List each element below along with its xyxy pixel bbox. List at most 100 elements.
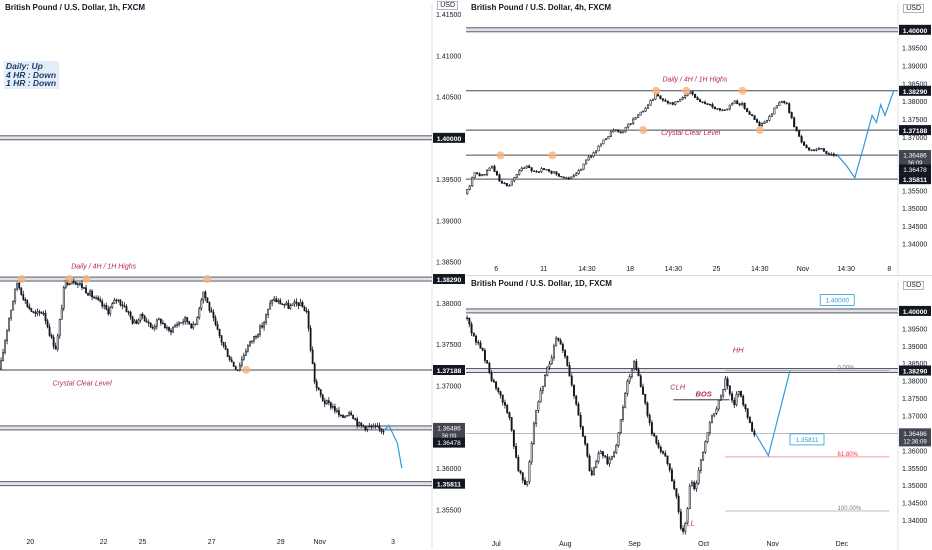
candle-body [240, 358, 243, 366]
candle-body [679, 98, 682, 102]
candle-body [265, 314, 268, 323]
candle-body [161, 322, 164, 325]
candle-body [510, 180, 513, 186]
candle-body [291, 303, 294, 306]
level-band [466, 368, 898, 373]
candle-body [795, 126, 798, 132]
candle-body [731, 103, 734, 106]
countdown-label: 12:36:09 [903, 439, 927, 445]
candle-body [540, 168, 543, 173]
candle-body [257, 334, 259, 338]
x-tick-label: 8 [887, 266, 891, 273]
candle-body [325, 400, 328, 405]
candle-body [127, 311, 130, 313]
chart-panel-1d[interactable]: British Pound / U.S. Dollar, 1D, FXCM US… [466, 276, 932, 550]
level-price-label: 1.40000 [437, 136, 462, 143]
candle-body [575, 395, 578, 405]
candle-body [588, 455, 591, 472]
candle-body [153, 325, 156, 329]
candle-body [715, 408, 718, 414]
candle-body [810, 149, 813, 151]
candle-body [713, 106, 716, 110]
candle-body [228, 356, 231, 361]
candle-body [172, 326, 174, 333]
candle-body [481, 348, 484, 351]
candle-body [637, 369, 640, 377]
candle-body [651, 98, 655, 101]
candle-body [649, 100, 652, 106]
candle-body [746, 108, 749, 113]
x-tick-label: 6 [494, 266, 498, 273]
candle-body [537, 401, 540, 411]
candle-body [117, 299, 120, 301]
price-callout-box [789, 433, 825, 446]
candle-body [622, 130, 625, 134]
chart-canvas[interactable]: 1.340001.345001.350001.355001.360001.365… [466, 276, 932, 550]
candle-body [68, 283, 71, 285]
swing-highlight [242, 365, 251, 374]
candle-body [315, 381, 318, 389]
x-tick-label: Nov [313, 539, 326, 546]
chart-title: British Pound / U.S. Dollar, 1h, FXCM [5, 3, 146, 12]
candle-body [194, 323, 197, 326]
candle-body [614, 129, 617, 131]
x-tick-label: 20 [26, 539, 34, 546]
candle-body [632, 118, 635, 124]
candle-body [277, 299, 280, 303]
y-tick-label: 1.39000 [902, 344, 927, 351]
info-line-4hr: 4 HR : Down [6, 69, 57, 80]
candle-body [2, 351, 4, 362]
candle-body [192, 323, 195, 329]
candle-body [232, 361, 235, 367]
candle-body [612, 129, 615, 133]
candle-body [281, 303, 284, 306]
info-line-1hr: 1 HR : Down [6, 78, 57, 88]
chart-canvas[interactable]: 1.355001.360001.365001.370001.375001.380… [0, 0, 466, 550]
candle-body [72, 281, 75, 283]
currency-label: USD [903, 281, 924, 290]
projection-path [837, 90, 895, 180]
candle-body [773, 107, 776, 115]
candle-body [372, 425, 375, 428]
candle-body [525, 165, 528, 169]
chart-panel-4h[interactable]: British Pound / U.S. Dollar, 4h, FXCM US… [466, 0, 932, 276]
candle-body [555, 171, 558, 175]
candle-body [6, 329, 8, 342]
chart-panel-1h[interactable]: British Pound / U.S. Dollar, 1h, FXCM US… [0, 0, 467, 550]
candle-body [560, 175, 563, 178]
candle-body [468, 185, 471, 190]
candle-body [236, 369, 239, 371]
candle-body [287, 302, 290, 309]
candle-body [139, 313, 142, 321]
candle-body [706, 432, 709, 443]
candle-body [570, 176, 573, 179]
chart-canvas[interactable]: 1.340001.345001.350001.355001.360001.365… [466, 0, 932, 275]
current-price-label: 1.36486 [903, 431, 927, 438]
current-price-label: 1.36478 [437, 440, 461, 447]
candle-body [147, 321, 150, 324]
candle-body [200, 299, 203, 309]
candle-body [356, 418, 359, 426]
candle-body [765, 119, 768, 123]
candle-body [58, 319, 61, 337]
candle-body [321, 394, 324, 402]
current-price-tag [899, 428, 931, 447]
candle-body [244, 350, 247, 356]
price-callout-box [819, 294, 855, 306]
candle-body [234, 366, 237, 371]
candle-body [24, 299, 27, 301]
swing-highlight [65, 275, 74, 284]
countdown-label: 36:09 [907, 161, 923, 167]
projection-path [754, 370, 791, 458]
candle-body [498, 174, 501, 182]
candle-body [329, 402, 332, 408]
candle-body [113, 299, 116, 304]
price-callout-label: 1.35811 [795, 437, 818, 444]
candle-body [307, 311, 310, 329]
candle-body [20, 287, 23, 295]
level-band [0, 425, 432, 430]
candle-body [255, 336, 257, 338]
candle-body [16, 282, 19, 290]
candle-body [479, 342, 482, 349]
candle-body [101, 300, 104, 307]
